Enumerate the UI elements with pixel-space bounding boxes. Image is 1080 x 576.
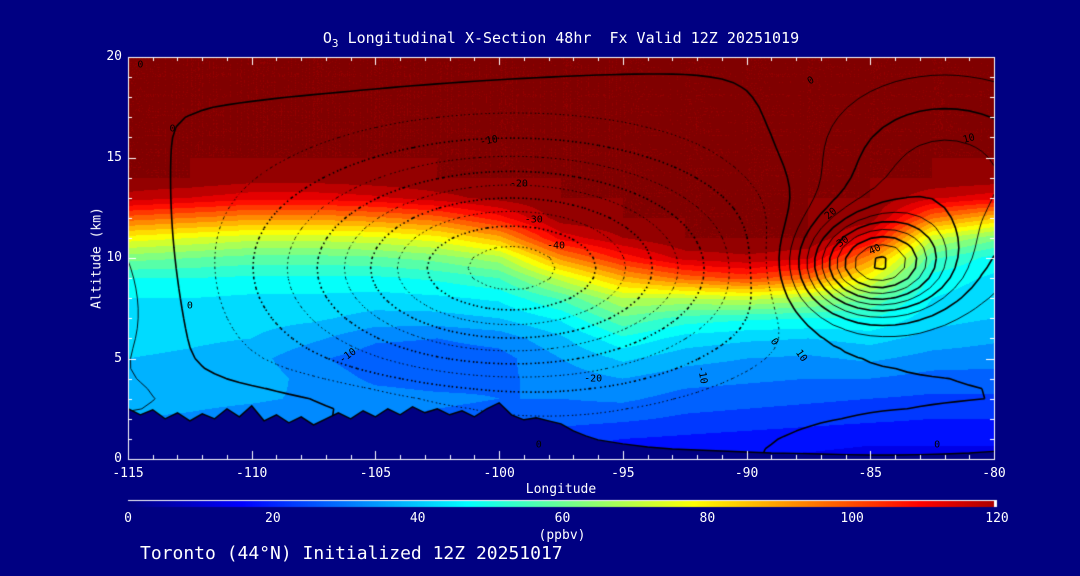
contour-label: 0 bbox=[535, 439, 542, 451]
contour-label: 0 bbox=[186, 300, 193, 312]
x-tick-label: -85 bbox=[858, 466, 883, 481]
colorbar-tick-label: 60 bbox=[554, 511, 571, 526]
x-tick-label: -105 bbox=[359, 466, 392, 481]
contour-label: -20 bbox=[584, 373, 603, 385]
x-tick-label: -90 bbox=[734, 466, 759, 481]
y-tick-label: 10 bbox=[106, 250, 122, 265]
y-tick-label: 5 bbox=[114, 350, 122, 366]
colorbar-tick-label: 0 bbox=[124, 511, 132, 526]
colorbar-tick-label: 100 bbox=[840, 511, 864, 526]
x-tick-label: -115 bbox=[112, 466, 144, 481]
colorbar-tick-label: 120 bbox=[985, 511, 1009, 526]
contour-label: 0 bbox=[934, 439, 941, 451]
y-tick-label: 15 bbox=[106, 149, 122, 165]
colorbar-tick-label: 80 bbox=[699, 511, 716, 526]
footer-run-info: Toronto (44°N) Initialized 12Z 20251017 bbox=[140, 543, 563, 564]
y-tick-label: 0 bbox=[114, 451, 122, 466]
title-species-subscript: 3 bbox=[331, 37, 339, 50]
contour-label: 0 bbox=[169, 123, 176, 135]
x-axis-label: Longitude bbox=[525, 482, 597, 497]
title-text: Longitudinal X-Section 48hr Fx Valid 12Z… bbox=[338, 29, 800, 47]
colorbar-tick-label: 20 bbox=[265, 511, 281, 526]
x-tick-label: -80 bbox=[982, 466, 1006, 481]
contour-label: -20 bbox=[509, 178, 528, 190]
contour-label: -30 bbox=[524, 214, 543, 226]
chart-title: O3 Longitudinal X-Section 48hr Fx Valid … bbox=[323, 29, 799, 50]
title-species: O bbox=[322, 29, 332, 47]
x-tick-label: -95 bbox=[611, 466, 635, 481]
contour-label: 0 bbox=[137, 59, 144, 71]
x-tick-label: -100 bbox=[483, 466, 515, 481]
x-tick-label: -110 bbox=[236, 466, 268, 481]
colorbar-tick-label: 40 bbox=[409, 511, 426, 526]
contour-label: -40 bbox=[547, 240, 566, 252]
colorbar-unit-label: (ppbv) bbox=[538, 528, 586, 543]
y-tick-label: 20 bbox=[106, 49, 122, 64]
